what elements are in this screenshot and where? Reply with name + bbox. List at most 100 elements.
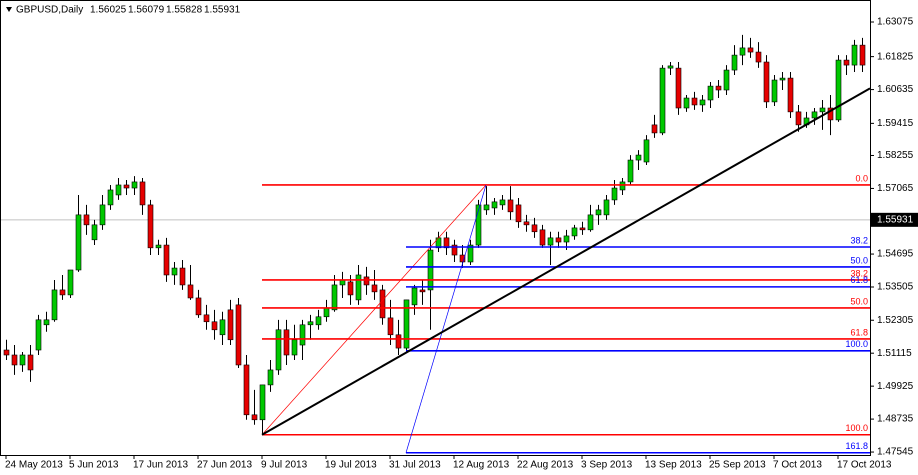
y-tick-label: 1.60635	[877, 84, 914, 95]
candle-body	[259, 384, 266, 421]
candle-body	[835, 59, 842, 121]
candle-body	[403, 299, 410, 349]
candle-body	[507, 199, 514, 213]
fib-level-label: 38.2	[850, 235, 868, 245]
fib-level-label: 38.2	[850, 268, 868, 278]
candle-body	[571, 227, 578, 237]
candle-body	[539, 229, 546, 246]
candle-body	[603, 199, 610, 216]
candle-body	[147, 204, 154, 249]
candle-body	[307, 321, 314, 326]
candle-body	[251, 414, 258, 421]
candle-body	[819, 107, 826, 113]
y-tick-label: 1.53505	[877, 282, 914, 293]
candle-body	[59, 289, 66, 296]
candle-body	[187, 284, 194, 299]
candle-body	[691, 97, 698, 106]
y-tick-label: 1.58255	[877, 150, 914, 161]
candle-body	[35, 319, 42, 351]
candle-body	[203, 314, 210, 323]
candle-body	[827, 107, 834, 121]
candle-body	[651, 124, 658, 134]
x-tick-label: 24 May 2013	[5, 460, 63, 471]
ohlc-low: 1.55828	[166, 5, 203, 16]
candle-body	[379, 289, 386, 319]
y-tick-label: 1.61825	[877, 51, 914, 62]
y-tick-label: 1.51115	[877, 348, 912, 359]
y-tick-label: 1.52305	[877, 315, 914, 326]
x-tick-label: 3 Sep 2013	[581, 460, 633, 471]
candle-body	[91, 224, 98, 241]
candle-body	[3, 349, 10, 356]
candle-body	[171, 267, 178, 276]
candle-body	[795, 111, 802, 126]
ohlc-close: 1.55931	[204, 5, 241, 16]
candle-body	[27, 354, 34, 371]
candle-body	[739, 47, 746, 56]
candle-body	[579, 227, 586, 231]
candle-body	[843, 59, 850, 66]
y-tick-label: 1.59415	[877, 118, 914, 129]
candle-body	[51, 289, 58, 321]
candle-body	[411, 287, 418, 306]
candle-body	[179, 267, 186, 286]
y-tick-label: 1.54695	[877, 249, 914, 260]
candle-body	[811, 111, 818, 119]
candle-body	[243, 364, 250, 416]
candle-body	[99, 204, 106, 226]
symbol-label: GBPUSD,Daily	[16, 5, 83, 16]
x-tick-label: 22 Aug 2013	[517, 460, 574, 471]
last-price-box	[871, 212, 918, 227]
x-tick-label: 5 Jun 2013	[69, 460, 119, 471]
candle-body	[547, 237, 554, 246]
fib-level-label: 0.0	[855, 173, 868, 183]
candle-body	[299, 324, 306, 346]
candle-body	[419, 289, 426, 293]
candle-body	[699, 99, 706, 106]
fib-level-label: 161.8	[845, 441, 868, 451]
candle-body	[755, 51, 762, 63]
candle-body	[443, 237, 450, 249]
candle-body	[723, 69, 730, 91]
candle-body	[291, 339, 298, 356]
candle-body	[283, 329, 290, 356]
candle-body	[387, 317, 394, 336]
candle-body	[43, 319, 50, 326]
candle-body	[619, 181, 626, 191]
x-tick-label: 17 Oct 2013	[837, 460, 892, 471]
candle-body	[427, 249, 434, 291]
candle-body	[371, 284, 378, 293]
candle-body	[211, 321, 218, 331]
candle-body	[787, 77, 794, 113]
candle-body	[67, 269, 74, 296]
x-tick-label: 27 Jun 2013	[197, 460, 252, 471]
last-price-label: 1.55931	[877, 214, 914, 225]
candle-body	[731, 54, 738, 71]
candle-body	[315, 316, 322, 326]
candle-body	[395, 334, 402, 349]
trendline	[261, 87, 871, 436]
menu-arrow[interactable]	[6, 7, 12, 12]
y-tick-label: 1.57065	[877, 183, 914, 194]
x-tick-label: 25 Sep 2013	[709, 460, 766, 471]
plot-frame	[0, 0, 871, 456]
x-tick-label: 17 Jun 2013	[133, 460, 188, 471]
candle-body	[275, 329, 282, 371]
x-tick-label: 9 Jul 2013	[261, 460, 308, 471]
candle-body	[715, 85, 722, 91]
fib-level-label: 61.8	[850, 275, 868, 285]
y-tick-label: 1.63075	[877, 17, 914, 28]
candle-body	[563, 235, 570, 243]
candle-body	[11, 354, 18, 366]
candle-body	[611, 187, 618, 201]
candle-body	[779, 77, 786, 81]
fib-level-label: 50.0	[850, 255, 868, 265]
candle-body	[555, 237, 562, 243]
x-tick-label: 13 Sep 2013	[645, 460, 702, 471]
x-tick-label: 31 Jul 2013	[389, 460, 441, 471]
y-tick-label: 1.47545	[877, 447, 914, 458]
candle-body	[771, 79, 778, 103]
